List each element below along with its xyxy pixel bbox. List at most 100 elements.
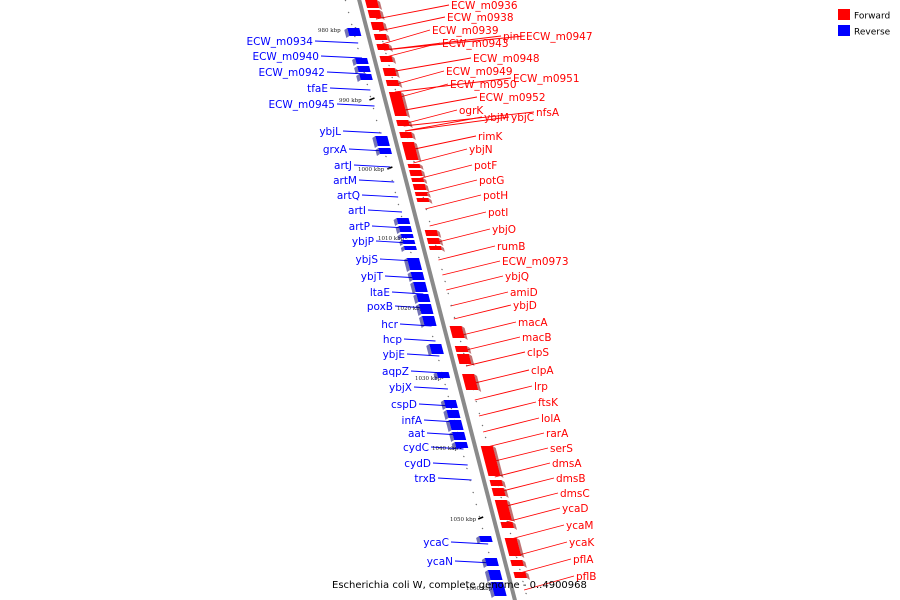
forward-gene-label[interactable]: ybjQ xyxy=(505,271,529,283)
forward-gene-label[interactable]: clpA xyxy=(531,365,554,377)
forward-gene-label[interactable]: rumB xyxy=(497,241,525,253)
forward-gene[interactable] xyxy=(412,184,427,190)
forward-gene[interactable] xyxy=(399,132,413,138)
forward-gene-label[interactable]: ybjM xyxy=(484,112,509,124)
gene-features[interactable] xyxy=(344,0,530,598)
forward-gene-label[interactable]: pinE xyxy=(503,31,526,43)
forward-gene-label[interactable]: dmsC xyxy=(560,488,590,500)
reverse-gene[interactable] xyxy=(375,136,390,146)
forward-gene[interactable] xyxy=(414,192,428,196)
forward-gene[interactable] xyxy=(416,198,430,202)
forward-gene-label[interactable]: ECW_m0939 xyxy=(432,25,499,37)
reverse-gene-label[interactable]: aqpZ xyxy=(382,366,409,378)
forward-gene[interactable] xyxy=(376,44,390,50)
forward-gene-label[interactable]: potH xyxy=(483,190,508,202)
forward-gene-label[interactable]: rimK xyxy=(478,131,503,143)
forward-gene-label[interactable]: ECW_m0943 xyxy=(442,38,509,50)
reverse-gene-label[interactable]: ltaE xyxy=(370,287,390,299)
reverse-gene[interactable] xyxy=(422,316,437,326)
reverse-gene-label[interactable]: cspD xyxy=(391,399,417,411)
forward-gene[interactable] xyxy=(456,354,472,364)
forward-gene-label[interactable]: serS xyxy=(550,443,573,455)
reverse-gene-label[interactable]: ycaC xyxy=(423,537,449,549)
reverse-gene[interactable] xyxy=(355,58,369,64)
forward-gene-label[interactable]: ECW_m0936 xyxy=(451,0,518,12)
reverse-gene-label[interactable]: ECW_m0934 xyxy=(246,36,313,48)
forward-gene[interactable] xyxy=(401,142,419,160)
forward-gene[interactable] xyxy=(510,560,524,566)
forward-gene-label[interactable]: ECW_m0938 xyxy=(447,12,514,24)
reverse-gene[interactable] xyxy=(487,570,503,580)
forward-gene[interactable] xyxy=(367,10,382,18)
reverse-gene-label[interactable]: cydC xyxy=(403,442,429,454)
forward-gene-label[interactable]: dmsA xyxy=(552,458,582,470)
forward-gene[interactable] xyxy=(428,246,442,250)
reverse-gene-label[interactable]: artJ xyxy=(334,160,352,172)
reverse-gene-label[interactable]: hcr xyxy=(381,319,398,331)
reverse-gene[interactable] xyxy=(396,218,411,224)
forward-gene-label[interactable]: ECW_m0948 xyxy=(473,53,540,65)
reverse-gene[interactable] xyxy=(448,420,464,430)
forward-gene-label[interactable]: ECW_m0947 xyxy=(526,31,593,43)
reverse-gene[interactable] xyxy=(491,582,507,596)
reverse-gene[interactable] xyxy=(359,74,373,80)
forward-gene-label[interactable]: macB xyxy=(522,332,552,344)
forward-gene-label[interactable]: potG xyxy=(479,175,504,187)
forward-gene[interactable] xyxy=(396,120,410,126)
reverse-gene-label[interactable]: ybjP xyxy=(352,236,374,248)
reverse-gene[interactable] xyxy=(410,272,425,280)
reverse-gene-label[interactable]: ybjE xyxy=(383,349,405,361)
reverse-gene[interactable] xyxy=(347,28,362,36)
reverse-gene[interactable] xyxy=(429,344,444,354)
reverse-gene[interactable] xyxy=(416,294,431,302)
forward-gene-label[interactable]: pflA xyxy=(573,554,594,566)
forward-gene[interactable] xyxy=(407,164,421,168)
forward-gene-label[interactable]: lrp xyxy=(534,381,548,393)
reverse-gene[interactable] xyxy=(403,246,417,250)
forward-gene[interactable] xyxy=(426,238,441,244)
reverse-gene-label[interactable]: grxA xyxy=(323,144,348,156)
forward-gene-label[interactable]: pflB xyxy=(576,571,596,583)
reverse-gene-label[interactable]: hcp xyxy=(383,334,402,346)
forward-gene-label[interactable]: lolA xyxy=(541,413,561,425)
reverse-gene-label[interactable]: artQ xyxy=(337,190,360,202)
forward-gene-label[interactable]: dmsB xyxy=(556,473,586,485)
forward-gene[interactable] xyxy=(411,178,425,182)
reverse-gene-label[interactable]: artI xyxy=(348,205,366,217)
forward-gene[interactable] xyxy=(491,488,506,496)
reverse-gene-label[interactable]: infA xyxy=(402,415,423,427)
reverse-gene-label[interactable]: artM xyxy=(333,175,357,187)
forward-gene-label[interactable]: clpS xyxy=(527,347,549,359)
reverse-gene-label[interactable]: ybjL xyxy=(319,126,341,138)
forward-gene[interactable] xyxy=(373,34,388,40)
forward-gene-label[interactable]: ECW_m0950 xyxy=(450,79,517,91)
forward-gene-label[interactable]: potI xyxy=(488,207,508,219)
reverse-gene[interactable] xyxy=(357,66,371,72)
forward-gene-label[interactable]: ECW_m0949 xyxy=(446,66,513,78)
forward-gene[interactable] xyxy=(365,0,380,8)
forward-gene-label[interactable]: ECW_m0952 xyxy=(479,92,546,104)
forward-gene-label[interactable]: potF xyxy=(474,160,497,172)
forward-gene-label[interactable]: ybjD xyxy=(513,300,537,312)
reverse-gene-label[interactable]: artP xyxy=(349,221,370,233)
forward-gene[interactable] xyxy=(449,326,465,338)
forward-gene[interactable] xyxy=(379,56,394,62)
reverse-gene[interactable] xyxy=(378,148,392,154)
reverse-gene[interactable] xyxy=(454,442,469,448)
forward-gene[interactable] xyxy=(409,170,423,176)
reverse-gene-label[interactable]: trxB xyxy=(414,473,436,485)
forward-gene-label[interactable]: ybjO xyxy=(492,224,516,236)
forward-gene[interactable] xyxy=(382,68,397,76)
forward-gene[interactable] xyxy=(480,446,501,476)
reverse-gene[interactable] xyxy=(402,240,416,244)
forward-gene-label[interactable]: rarA xyxy=(546,428,569,440)
forward-gene-label[interactable]: macA xyxy=(518,317,548,329)
reverse-gene[interactable] xyxy=(446,410,461,418)
forward-gene[interactable] xyxy=(494,500,512,520)
forward-gene[interactable] xyxy=(424,230,439,236)
reverse-gene[interactable] xyxy=(443,400,458,408)
reverse-gene-label[interactable]: ECW_m0942 xyxy=(258,67,325,79)
forward-gene[interactable] xyxy=(513,572,527,578)
forward-gene-label[interactable]: ycaD xyxy=(562,503,589,515)
forward-gene-label[interactable]: ybjN xyxy=(469,144,493,156)
